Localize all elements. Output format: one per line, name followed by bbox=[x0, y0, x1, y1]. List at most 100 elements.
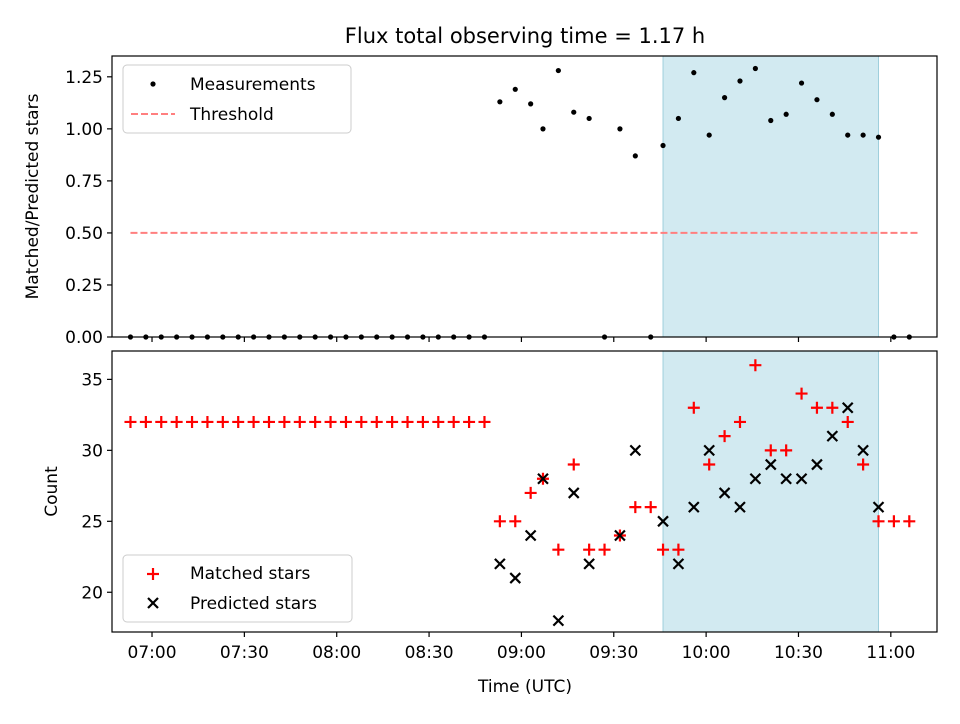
measurement-point bbox=[875, 134, 882, 140]
legend-label-threshold: Threshold bbox=[189, 105, 274, 125]
matched-star-point bbox=[687, 401, 700, 414]
legend-marker-matched-stars bbox=[147, 568, 159, 580]
predicted-star-point bbox=[552, 614, 565, 627]
matched-star-point bbox=[657, 543, 670, 556]
matched-star-point bbox=[872, 515, 885, 528]
measurement-point bbox=[632, 153, 638, 159]
matched-star-point bbox=[170, 415, 183, 428]
matched-star-point bbox=[703, 458, 716, 471]
predicted-star-point bbox=[688, 501, 700, 513]
predicted-star-point bbox=[567, 487, 580, 499]
predicted-star-point bbox=[494, 558, 506, 570]
ratio-panel-highlight bbox=[663, 56, 879, 337]
matched-star-point bbox=[857, 458, 870, 471]
predicted-star-point bbox=[857, 444, 869, 457]
matched-star-point bbox=[232, 415, 245, 428]
ratio-panel-legend-box bbox=[122, 64, 352, 134]
y-tick-label: 0.00 bbox=[65, 328, 103, 348]
predicted-star-point bbox=[703, 444, 715, 457]
matched-star-point bbox=[355, 415, 368, 428]
matched-star-point bbox=[841, 415, 854, 428]
ratio-panel-y-ticks: 0.00 0.25 0.50 0.75 1.00 1.25 bbox=[65, 68, 112, 348]
matched-star-point bbox=[749, 359, 762, 372]
predicted-star-point bbox=[524, 529, 537, 542]
matched-star-point bbox=[416, 415, 429, 428]
predicted-star-point bbox=[537, 472, 549, 485]
matched-star-point bbox=[139, 415, 152, 428]
matched-star-point bbox=[278, 415, 291, 428]
predicted-star-point bbox=[749, 472, 762, 485]
matched-star-point bbox=[186, 415, 199, 428]
count-panel-legend-box bbox=[122, 554, 353, 623]
matched-star-point bbox=[903, 515, 916, 528]
predicted-star-point bbox=[672, 558, 685, 570]
matched-star-point bbox=[733, 415, 746, 428]
measurement-point bbox=[860, 132, 866, 138]
count-panel-y-label: Count bbox=[42, 466, 62, 517]
count-panel-marks bbox=[124, 359, 916, 627]
ratio-panel-y-label: Matched/Predicted stars bbox=[23, 93, 43, 299]
matched-star-point bbox=[780, 444, 793, 457]
y-tick-label: 20 bbox=[81, 583, 103, 603]
predicted-star-point bbox=[764, 458, 777, 471]
predicted-star-point bbox=[795, 472, 808, 485]
matched-star-point bbox=[567, 458, 580, 471]
count-panel: 20 25 30 35 07:00 07:30 08:00 08:30 09:00 09:30 1… bbox=[42, 350, 938, 663]
measurement-point bbox=[675, 115, 682, 122]
measurement-point bbox=[586, 115, 592, 122]
matched-star-point bbox=[810, 401, 823, 414]
ratio-panel-legend: Measurements Threshold bbox=[122, 64, 352, 134]
count-panel-highlight bbox=[663, 351, 879, 632]
predicted-star-point bbox=[614, 529, 626, 542]
measurement-point bbox=[814, 97, 820, 103]
matched-star-point bbox=[795, 387, 808, 400]
predicted-star-point bbox=[629, 444, 642, 457]
predicted-star-point bbox=[718, 487, 731, 499]
y-tick-label: 0.25 bbox=[65, 276, 103, 296]
legend-label-predicted-stars: Predicted stars bbox=[190, 594, 317, 614]
y-tick-label: 0.50 bbox=[65, 224, 103, 244]
measurement-point bbox=[691, 70, 697, 76]
x-tick-label: 10:00 bbox=[682, 643, 731, 663]
y-tick-label: 35 bbox=[81, 370, 103, 390]
measurement-point bbox=[497, 99, 503, 105]
matched-star-point bbox=[401, 415, 414, 428]
matched-star-point bbox=[887, 515, 900, 528]
measurement-point bbox=[845, 132, 851, 138]
chart-title: Flux total observing time = 1.17 h bbox=[345, 24, 705, 48]
x-tick-label: 09:00 bbox=[497, 643, 546, 663]
x-tick-label: 07:30 bbox=[220, 643, 269, 663]
count-panel-y-ticks: 20 25 30 35 bbox=[81, 370, 112, 603]
matched-star-point bbox=[386, 415, 399, 428]
count-panel-legend: Matched stars Predicted stars bbox=[122, 554, 353, 623]
matched-star-point bbox=[826, 401, 839, 414]
measurement-point bbox=[617, 126, 623, 132]
y-tick-label: 1.25 bbox=[65, 68, 103, 88]
x-tick-label: 09:30 bbox=[589, 643, 638, 663]
predicted-star-point bbox=[872, 501, 885, 513]
measurement-point bbox=[512, 86, 518, 92]
measurement-point bbox=[783, 111, 789, 117]
x-tick-label: 10:30 bbox=[774, 643, 823, 663]
count-panel-x-ticks: 07:00 07:30 08:00 08:30 09:00 09:30 10:00 10:30… bbox=[128, 632, 915, 663]
matched-star-point bbox=[201, 415, 214, 428]
matched-star-point bbox=[324, 415, 337, 428]
ratio-panel-frame bbox=[111, 55, 938, 338]
y-tick-label: 25 bbox=[81, 512, 103, 532]
x-tick-label: 08:00 bbox=[312, 643, 361, 663]
matched-star-point bbox=[155, 415, 168, 428]
y-tick-label: 30 bbox=[81, 441, 103, 461]
legend-marker-predicted-stars bbox=[147, 597, 159, 609]
predicted-star-point bbox=[583, 558, 595, 570]
matched-star-point bbox=[447, 415, 460, 428]
measurement-point bbox=[660, 142, 666, 149]
matched-star-point bbox=[293, 415, 306, 428]
predicted-star-point bbox=[509, 572, 522, 584]
y-tick-label: 0.75 bbox=[65, 172, 103, 192]
measurement-point bbox=[528, 101, 534, 107]
matched-star-point bbox=[718, 430, 731, 443]
matched-star-point bbox=[247, 415, 260, 428]
measurement-point bbox=[571, 109, 577, 115]
matched-star-point bbox=[524, 486, 537, 499]
